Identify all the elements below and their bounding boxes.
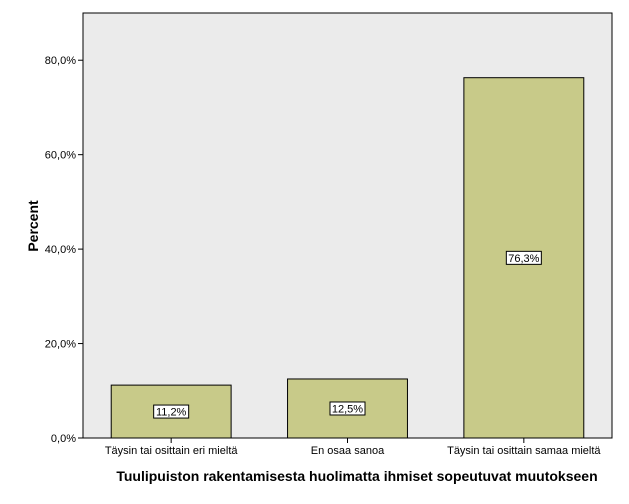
data-label: 11,2% bbox=[156, 407, 187, 419]
data-label-box bbox=[153, 404, 190, 419]
y-tick-label: 20,0% bbox=[45, 339, 76, 351]
data-label-box bbox=[329, 401, 366, 416]
x-axis-title: Tuulipuiston rakentamisesta huolimatta i… bbox=[116, 468, 597, 484]
y-tick-label: 80,0% bbox=[45, 55, 76, 67]
data-label-box bbox=[505, 250, 542, 265]
x-axis: Täysin tai osittain eri mieltä En osaa sa… bbox=[105, 438, 601, 457]
y-axis: 0,0% 20,0% 40,0% 60,0% 80,0% bbox=[45, 55, 83, 445]
x-tick-label: Täysin tai osittain samaa mieltä bbox=[447, 445, 601, 457]
data-label: 76,3% bbox=[508, 253, 539, 265]
y-axis-title: Percent bbox=[25, 200, 41, 252]
data-label: 12,5% bbox=[332, 403, 363, 415]
x-tick-label: En osaa sanoa bbox=[311, 445, 385, 457]
y-tick-label: 0,0% bbox=[51, 433, 76, 445]
y-tick-label: 40,0% bbox=[45, 244, 76, 256]
x-tick-label: Täysin tai osittain eri mieltä bbox=[105, 445, 239, 457]
bars: 11,2% 12,5% 76,3% bbox=[110, 77, 585, 439]
y-tick-label: 60,0% bbox=[45, 150, 76, 162]
